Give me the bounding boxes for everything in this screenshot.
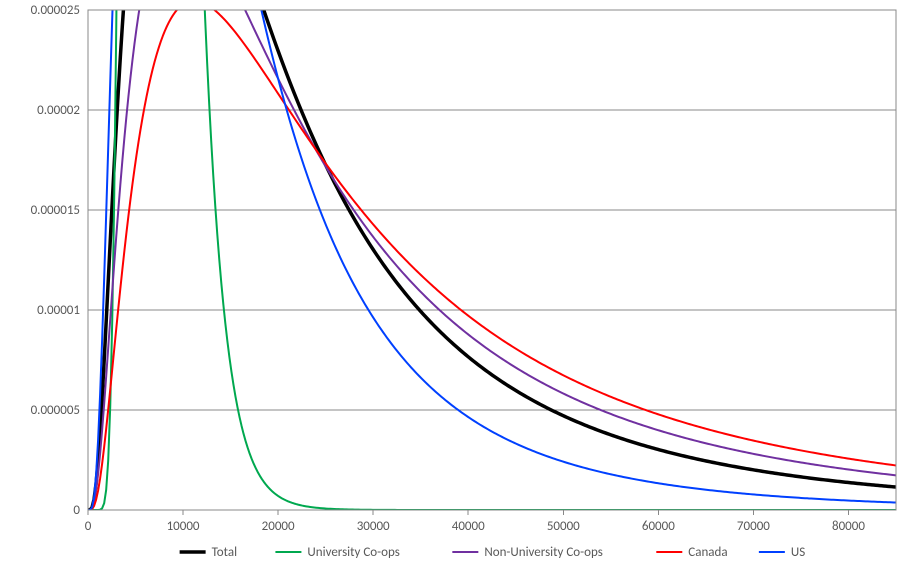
legend-label: University Co-ops <box>307 545 399 560</box>
x-tick-label: 50000 <box>547 519 580 534</box>
x-tick-label: 0 <box>85 519 92 534</box>
legend-label: Non-University Co-ops <box>484 545 602 560</box>
legend-label: Total <box>212 545 237 560</box>
x-tick-label: 70000 <box>737 519 770 534</box>
x-tick-label: 20000 <box>262 519 295 534</box>
x-tick-label: 60000 <box>642 519 675 534</box>
chart-container: 0 0.000005 0.00001 0.000015 0.00002 0.000025 0… <box>0 0 908 573</box>
legend-label: Canada <box>688 545 727 560</box>
x-tick-label: 10000 <box>167 519 200 534</box>
y-tick-label: 0 <box>73 503 80 518</box>
y-tick-label: 0.000015 <box>31 203 80 218</box>
y-tick-label: 0.00002 <box>37 103 80 118</box>
x-tick-label: 80000 <box>832 519 865 534</box>
chart-svg: 0 0.000005 0.00001 0.000015 0.00002 0.000025 0… <box>0 0 908 568</box>
legend-label: US <box>791 545 805 560</box>
y-tick-label: 0.000025 <box>31 3 80 18</box>
x-tick-label: 40000 <box>452 519 485 534</box>
y-tick-label: 0.00001 <box>37 303 80 318</box>
y-tick-label: 0.000005 <box>31 403 80 418</box>
x-tick-label: 30000 <box>357 519 390 534</box>
